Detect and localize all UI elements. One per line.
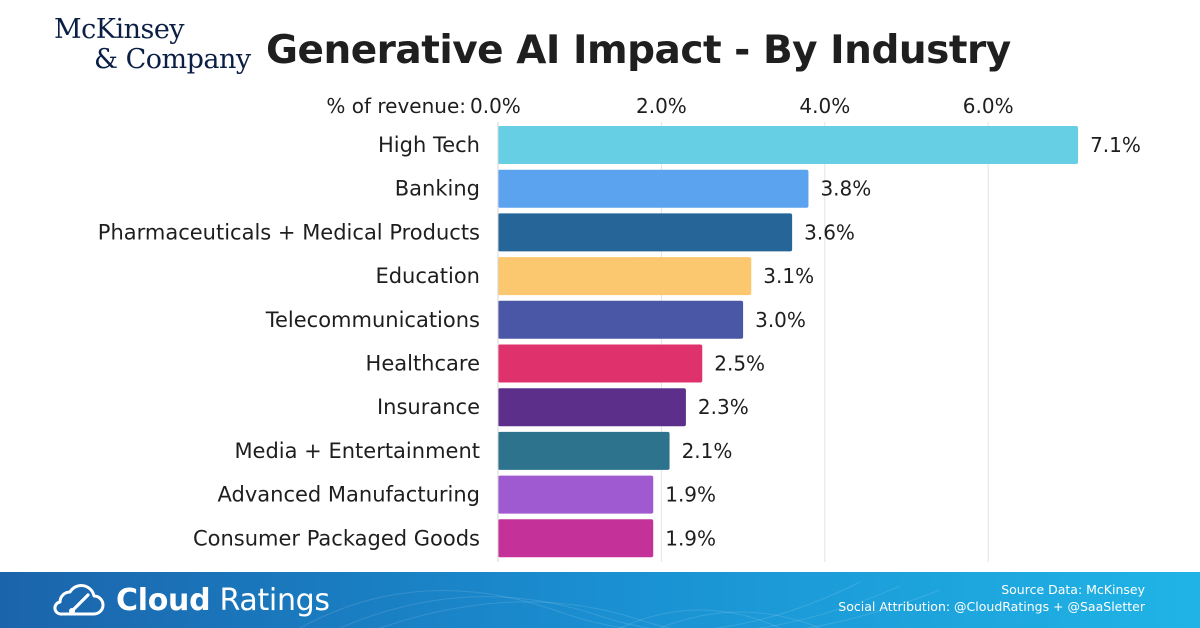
bar [498,257,752,296]
chart-title: Generative AI Impact - By Industry [266,28,1011,73]
bar [498,213,793,252]
axis-title: % of revenue: [326,94,466,118]
category-label: Healthcare [366,352,480,376]
category-label: Media + Entertainment [234,439,480,463]
value-label: 2.5% [714,352,765,376]
bar [498,475,654,514]
category-label: Education [375,264,480,288]
bar [498,431,670,470]
bar [498,300,744,339]
tick-label: 2.0% [636,94,687,118]
category-label: Pharmaceuticals + Medical Products [98,220,480,244]
footer-banner: Cloud Ratings Source Data: McKinsey Soci… [0,572,1200,628]
value-label: 3.6% [804,220,855,244]
value-label: 3.0% [755,308,806,332]
footer-pattern [299,581,941,628]
bar [498,126,1079,164]
category-label: Insurance [377,395,480,419]
attribution-text: Social Attribution: @CloudRatings + @Saa… [838,599,1145,614]
category-label: Advanced Manufacturing [218,483,480,507]
value-label: 2.1% [682,439,733,463]
category-label: High Tech [378,133,480,157]
source-text: Source Data: McKinsey [1001,582,1145,597]
category-label: Consumer Packaged Goods [193,526,480,550]
footer-attribution: Source Data: McKinsey Social Attribution… [838,581,1145,615]
tick-label: 6.0% [963,94,1014,118]
logo-line-2: & Company [94,44,251,75]
bar-chart: % of revenue: 0.0% 2.0% 4.0% 6.0% High Tech 7.… [98,94,1141,562]
brand-bold: Cloud [116,582,211,618]
cloud-ratings-brand: Cloud Ratings [48,578,330,622]
tick-label: 4.0% [799,94,850,118]
logo-line-1: McKinsey [54,14,185,45]
bar [498,388,686,427]
value-label: 2.3% [698,395,749,419]
bar [498,344,703,383]
value-label: 3.1% [763,264,814,288]
cloud-gauge-icon [53,584,105,616]
category-label: Telecommunications [265,308,480,332]
value-label: 3.8% [820,177,871,201]
value-label: 1.9% [665,483,716,507]
bar [498,519,654,558]
value-label: 1.9% [665,526,716,550]
tick-label: 0.0% [470,94,521,118]
category-label: Banking [395,177,480,201]
brand-light: Ratings [219,582,331,618]
bar [498,169,809,208]
value-label: 7.1% [1090,133,1141,157]
brand-name: Cloud Ratings [116,583,330,618]
